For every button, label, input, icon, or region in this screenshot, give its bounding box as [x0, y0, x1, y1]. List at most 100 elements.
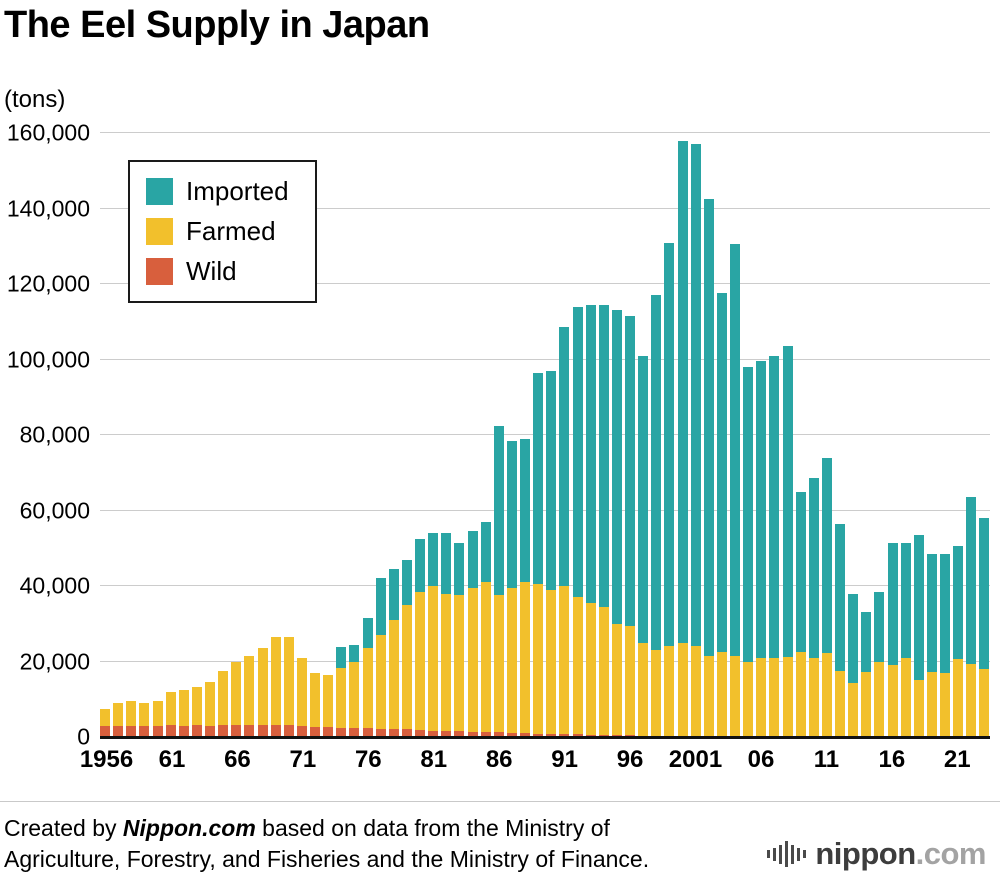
- segment-farmed-1956: [100, 708, 110, 727]
- segment-imported-1987: [506, 440, 517, 588]
- segment-wild-1990: [546, 733, 557, 737]
- page-title: The Eel Supply in Japan: [4, 4, 430, 46]
- segment-imported-1975: [349, 645, 360, 663]
- segment-farmed-2020: [940, 673, 950, 737]
- bar-2005: [743, 133, 754, 737]
- segment-farmed-2016: [887, 665, 898, 737]
- bar-1997: [638, 133, 649, 737]
- bar-1985: [480, 133, 491, 737]
- segment-imported-2013: [848, 593, 859, 684]
- bar-1968: [257, 133, 268, 737]
- legend-label-imported: Imported: [186, 176, 289, 206]
- bar-1999: [664, 133, 675, 737]
- bar-1982: [441, 133, 452, 737]
- x-axis-label-71: 71: [289, 746, 317, 773]
- segment-farmed-2000: [677, 642, 688, 736]
- segment-farmed-2019: [926, 672, 937, 737]
- segment-imported-2014: [861, 612, 872, 673]
- segment-imported-1978: [388, 569, 399, 620]
- segment-imported-1997: [638, 355, 649, 643]
- segment-wild-1968: [257, 724, 268, 737]
- x-axis-label-66: 66: [224, 746, 251, 773]
- bar-1965: [218, 133, 229, 737]
- segment-farmed-1995: [611, 623, 622, 736]
- bar-2009: [795, 133, 806, 737]
- y-axis-unit-label: (tons): [4, 86, 66, 113]
- segment-farmed-1974: [336, 667, 347, 728]
- segment-farmed-1999: [664, 646, 675, 736]
- segment-wild-1958: [126, 725, 137, 737]
- segment-farmed-1994: [598, 606, 609, 735]
- bar-1994: [598, 133, 609, 737]
- bar-1961: [165, 133, 176, 737]
- bar-1969: [270, 133, 281, 737]
- segment-farmed-1973: [323, 675, 334, 728]
- segment-farmed-1998: [651, 650, 662, 736]
- x-axis-label-1956: 1956: [79, 746, 134, 773]
- segment-imported-2009: [795, 491, 806, 653]
- bar-2014: [861, 133, 872, 737]
- segment-farmed-2005: [743, 661, 754, 737]
- legend: Imported Farmed Wild: [128, 160, 317, 303]
- segment-farmed-2001: [690, 646, 701, 736]
- segment-farmed-1997: [638, 642, 649, 736]
- segment-farmed-2017: [900, 658, 911, 737]
- bar-1972: [310, 133, 320, 737]
- y-axis-label-140000: 140,000: [6, 195, 90, 221]
- x-axis-label-06: 06: [747, 746, 775, 773]
- credit-prefix: Created by: [4, 815, 123, 841]
- segment-wild-1970: [283, 725, 294, 737]
- segment-wild-1993: [585, 734, 596, 737]
- logo-bar-5: [797, 847, 801, 861]
- segment-wild-1987: [506, 732, 517, 737]
- segment-farmed-2003: [716, 652, 727, 736]
- bar-1998: [651, 133, 662, 737]
- x-axis-label-61: 61: [158, 746, 186, 773]
- segment-farmed-2004: [730, 655, 740, 737]
- segment-wild-1971: [296, 726, 307, 737]
- bar-1996: [625, 133, 635, 737]
- segment-farmed-2022: [966, 664, 977, 737]
- segment-farmed-1984: [467, 587, 478, 732]
- segment-imported-2010: [808, 478, 819, 658]
- segment-farmed-2009: [795, 652, 806, 737]
- bar-1966: [231, 133, 242, 737]
- segment-wild-1992: [572, 734, 583, 737]
- segment-imported-1992: [572, 306, 583, 598]
- segment-imported-2003: [716, 293, 727, 653]
- gridline-160000: [100, 132, 990, 133]
- gridline-60000: [100, 509, 990, 511]
- segment-farmed-1968: [257, 648, 268, 725]
- segment-imported-1982: [441, 533, 452, 594]
- segment-wild-1965: [218, 724, 229, 737]
- segment-farmed-1963: [191, 687, 202, 726]
- segment-farmed-1962: [178, 689, 189, 726]
- segment-imported-2001: [690, 144, 701, 647]
- segment-imported-1988: [520, 438, 530, 583]
- segment-farmed-1978: [388, 619, 399, 730]
- bar-2018: [913, 133, 924, 737]
- segment-wild-1962: [178, 725, 189, 737]
- segment-imported-2018: [913, 535, 924, 680]
- segment-farmed-2015: [874, 661, 885, 737]
- segment-farmed-1971: [296, 657, 307, 727]
- segment-imported-2017: [900, 542, 911, 659]
- segment-farmed-1985: [480, 582, 491, 733]
- bar-2022: [966, 133, 977, 737]
- bar-1990: [546, 133, 557, 737]
- bar-1959: [139, 133, 150, 737]
- x-axis-label-76: 76: [354, 746, 382, 773]
- segment-wild-1976: [362, 728, 373, 737]
- y-axis-label-80000: 80,000: [19, 421, 90, 448]
- bar-1995: [611, 133, 622, 737]
- logo-suffix: .com: [915, 836, 987, 871]
- segment-farmed-1982: [441, 593, 452, 731]
- bar-1970: [283, 133, 294, 737]
- bar-1983: [454, 133, 465, 737]
- bar-2023: [979, 133, 990, 737]
- segment-wild-1985: [480, 732, 491, 737]
- gridline-140000: [100, 207, 990, 209]
- bar-2006: [756, 133, 767, 737]
- bar-2017: [900, 133, 911, 737]
- bar-2011: [821, 133, 832, 737]
